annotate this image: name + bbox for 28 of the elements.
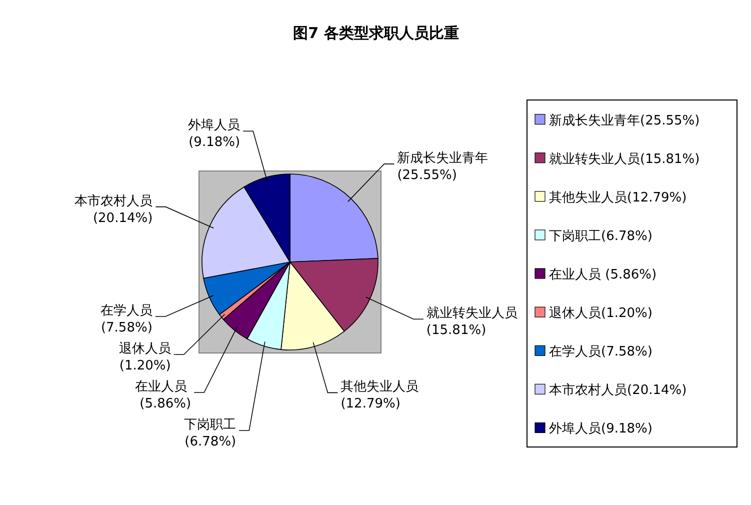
data-label: (7.58%) bbox=[100, 320, 152, 336]
data-label: (12.79%) bbox=[340, 396, 400, 412]
data-label: (25.55%) bbox=[397, 168, 457, 183]
slice-label: 在学人员 bbox=[100, 304, 152, 319]
slice-label: 下岗职工 bbox=[184, 418, 236, 433]
slice-label: 就业转失业人员 bbox=[426, 306, 518, 322]
legend-label: 在业人员 bbox=[549, 268, 601, 282]
legend-label: 退休人员 bbox=[549, 306, 601, 322]
data-label: (9.18%) bbox=[188, 135, 240, 150]
data-label: (15.81%) bbox=[426, 323, 486, 338]
legend-label: 就业转失业人员 bbox=[549, 152, 640, 167]
slice-label: 本市农村人员 bbox=[74, 194, 153, 209]
slice-label: 外埠人员 bbox=[188, 118, 240, 134]
legend-label: 下岗职工 bbox=[549, 228, 601, 244]
data-label: (6.78%) bbox=[184, 434, 236, 450]
legend-label: 新成长失业青年 bbox=[549, 113, 640, 128]
chart-title: 图7 各类型求职人员比重 bbox=[293, 24, 459, 42]
legend-label: 其他失业人员 bbox=[549, 190, 627, 206]
legend-label: 本市农村人员 bbox=[549, 383, 627, 398]
slice-label: 其他失业人员 bbox=[340, 380, 419, 395]
data-label: (5.86%) bbox=[140, 396, 192, 412]
data-label: (1.20%) bbox=[119, 358, 171, 374]
legend-label: 外埠人员 bbox=[549, 422, 601, 437]
slice-label: 在业人员 bbox=[134, 380, 192, 395]
slice-label: 退休人员 bbox=[118, 342, 171, 357]
slice-label: 新成长失业青年 bbox=[397, 150, 488, 166]
data-label: (20.14%) bbox=[92, 210, 153, 226]
legend-label: 在学人员 bbox=[549, 344, 601, 360]
